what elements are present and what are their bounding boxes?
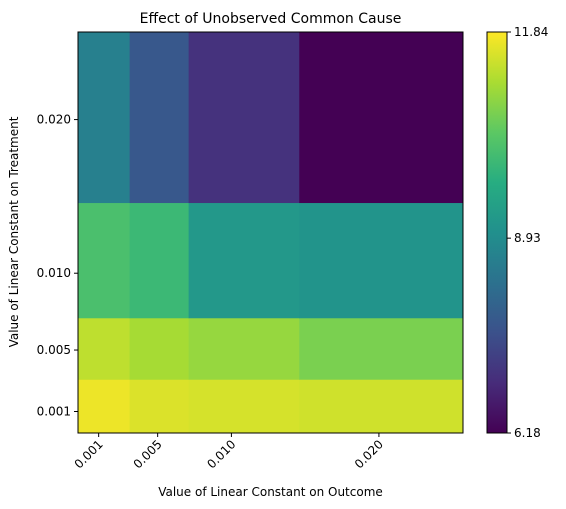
colorbar-ticks: 11.84 8.93 6.18 xyxy=(507,25,548,440)
x-tick-label: 0.005 xyxy=(131,437,165,471)
plot-frame xyxy=(77,31,464,434)
heatmap-cell xyxy=(78,317,131,380)
colorbar-tick-label: 8.93 xyxy=(514,231,541,245)
x-tick-label: 0.010 xyxy=(204,437,238,471)
heatmap-cell xyxy=(299,202,464,319)
y-tick-label: 0.001 xyxy=(37,404,71,418)
heatmap-cell xyxy=(129,379,190,434)
heatmap-cells xyxy=(78,32,464,434)
y-tick-label: 0.020 xyxy=(37,113,71,127)
y-tick-label: 0.005 xyxy=(37,343,71,357)
heatmap-cell xyxy=(129,202,190,319)
x-axis-label: Value of Linear Constant on Outcome xyxy=(158,485,383,499)
heatmap-cell xyxy=(299,32,464,204)
colorbar-tick-label: 6.18 xyxy=(514,426,541,440)
heatmap-cell xyxy=(188,202,300,319)
heatmap-cell xyxy=(299,379,464,434)
heatmap-cell xyxy=(188,379,300,434)
heatmap-cell xyxy=(299,317,464,380)
heatmap-cell xyxy=(129,32,190,204)
heatmap-cell xyxy=(129,317,190,380)
heatmap-cell xyxy=(78,379,131,434)
colorbar xyxy=(486,31,508,434)
heatmap-cell xyxy=(78,202,131,319)
x-axis-ticks: 0.001 0.005 0.010 0.020 xyxy=(72,433,386,471)
x-tick-label: 0.001 xyxy=(72,437,106,471)
y-axis-label: Value of Linear Constant on Treatment xyxy=(7,116,21,347)
y-axis-ticks: 0.001 0.005 0.010 0.020 xyxy=(37,113,78,418)
x-tick-label: 0.020 xyxy=(352,437,386,471)
colorbar-tick-label: 11.84 xyxy=(514,25,548,39)
heatmap-cell xyxy=(78,32,131,204)
heatmap-cell xyxy=(188,317,300,380)
heatmap-cell xyxy=(188,32,300,204)
chart-title: Effect of Unobserved Common Cause xyxy=(140,11,402,27)
y-tick-label: 0.010 xyxy=(37,266,71,280)
